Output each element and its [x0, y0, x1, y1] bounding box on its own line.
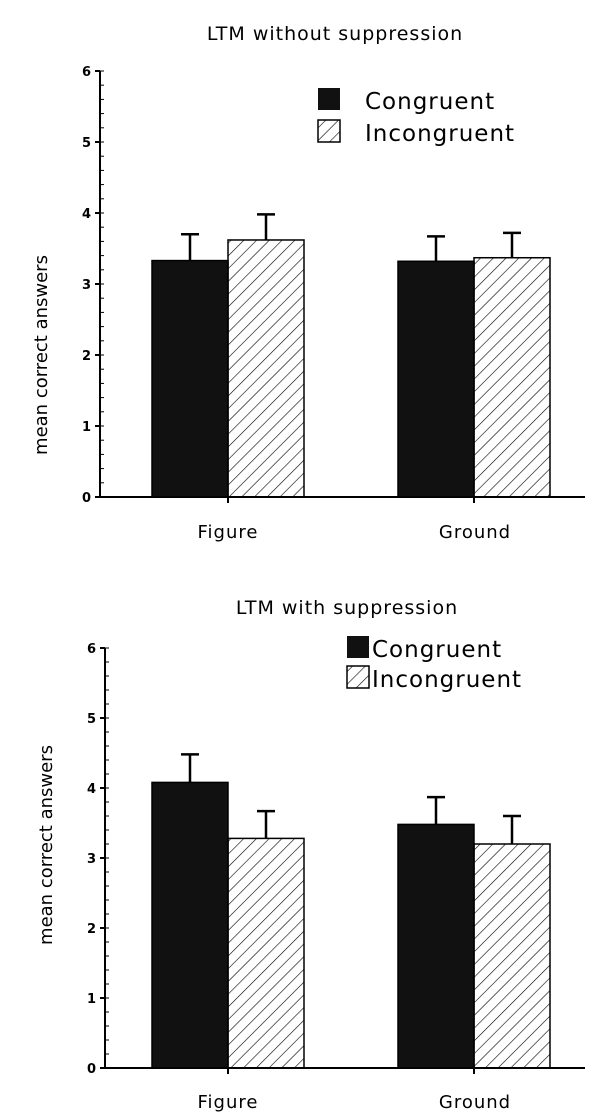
y-tick-label: 3	[87, 852, 96, 867]
bar-congruent-figure	[151, 781, 229, 1069]
bar-incongruent-figure	[227, 837, 305, 1069]
y-tick-label: 3	[82, 278, 91, 293]
y-tick-label: 6	[82, 65, 91, 80]
y-tick-label: 0	[87, 1062, 96, 1077]
category-label-ground: Ground	[439, 522, 511, 543]
y-tick-label: 4	[87, 782, 96, 797]
legend-swatch-incongruent	[317, 119, 341, 143]
chart-top: LTM without suppression mean correct ans…	[31, 23, 585, 543]
y-axis-label: mean correct answers	[31, 255, 52, 455]
legend-swatch-congruent	[347, 636, 369, 658]
bar-congruent-figure	[151, 259, 229, 498]
plot-area: 0 1 2 3 4 5 6	[82, 65, 585, 506]
chart-title: LTM without suppression	[207, 23, 463, 45]
legend-label-incongruent: Incongruent	[372, 667, 522, 693]
bar-congruent-ground	[397, 823, 475, 1069]
chart-bottom: LTM with suppression mean correct answer…	[36, 597, 585, 1113]
bar-incongruent-ground	[473, 256, 551, 498]
y-tick-label: 4	[82, 207, 91, 222]
y-axis-label: mean correct answers	[36, 745, 57, 945]
y-tick-label: 5	[87, 712, 96, 727]
y-tick-label: 2	[82, 349, 91, 364]
y-tick-label: 6	[87, 642, 96, 657]
legend-swatch-incongruent	[346, 665, 370, 689]
category-label-figure: Figure	[198, 1092, 259, 1113]
category-label-ground: Ground	[439, 1092, 511, 1113]
legend-label-incongruent: Incongruent	[365, 121, 515, 147]
y-tick-label: 1	[82, 420, 91, 435]
category-label-figure: Figure	[198, 522, 259, 543]
legend: Congruent Incongruent	[346, 636, 522, 693]
y-tick-label: 2	[87, 922, 96, 937]
legend: Congruent Incongruent	[317, 88, 515, 147]
y-tick-label: 1	[87, 992, 96, 1007]
plot-area: 0 1 2 3 4 5 6	[87, 642, 585, 1077]
y-tick-label: 5	[82, 136, 91, 151]
legend-swatch-congruent	[318, 88, 340, 110]
bar-incongruent-figure	[227, 239, 305, 498]
chart-title: LTM with suppression	[236, 597, 458, 619]
legend-label-congruent: Congruent	[365, 89, 495, 115]
bar-congruent-ground	[397, 260, 475, 498]
bar-incongruent-ground	[473, 843, 551, 1069]
legend-label-congruent: Congruent	[372, 637, 502, 663]
y-tick-label: 0	[82, 491, 91, 506]
